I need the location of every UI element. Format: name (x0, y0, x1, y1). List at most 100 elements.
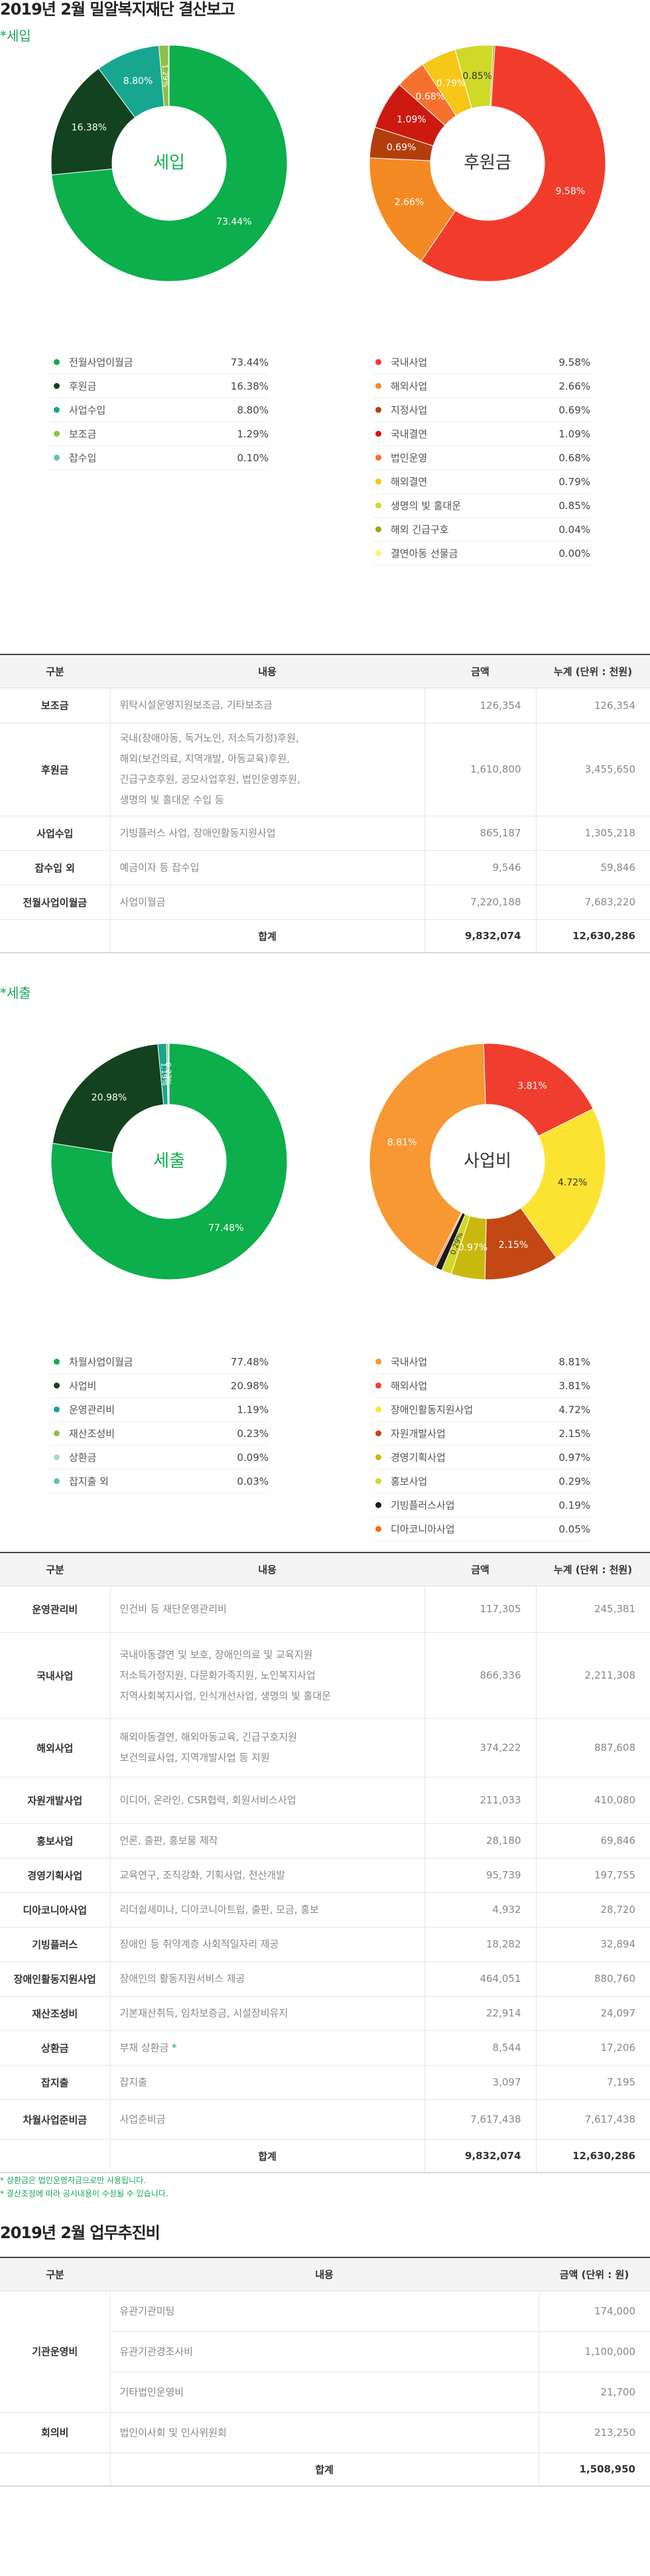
income-sub-legend-item: 생명의 빛 홀대운 0.85% (371, 494, 590, 518)
expense-content-line: 저소득가정지원, 다문화가족지원, 노인복지사업 (119, 1669, 316, 1681)
table-row: 해외사업 해외아동결연, 해외아동교육, 긴급구호지원 보건의료사업, 지역개발사업… (0, 1718, 650, 1778)
income-sub-legend-swatch (375, 550, 381, 556)
income-amount-cell: 126,354 (424, 688, 537, 723)
expense-main-legend-value: 77.48% (230, 1355, 269, 1368)
income-amount-cell: 1,610,800 (424, 723, 537, 816)
income-sub-legend-swatch (375, 431, 381, 437)
expense-sub-legend-item: 기빙플러스사업 0.19% (371, 1493, 590, 1517)
table-row: 기타법인운영비 21,700 (0, 2372, 650, 2413)
expense-sub-slice-1 (483, 1043, 594, 1137)
expense-cumulative-cell: 28,720 (536, 1892, 650, 1928)
expense-notes: * 상환금은 법인운영자금으로만 사용됩니다. * 결산조정에 따라 공시내용이… (0, 2174, 168, 2200)
expense-content-line: 국내아동결연 및 보호, 장애인의료 및 교육지원 (119, 1648, 313, 1661)
expense-sub-legend-label: 해외사업 (391, 1380, 428, 1392)
expense-sub-legend-value: 2.15% (558, 1427, 590, 1440)
expense-cumulative-cell: 24,097 (536, 1996, 650, 2031)
expense-content-line: 언론, 출판, 홍보물 제작 (119, 1834, 218, 1847)
income-sub-legend-item: 해외 긴급구호 0.04% (371, 518, 590, 542)
expense-cumulative-cell: 32,894 (536, 1927, 650, 1962)
income-sub-legend-item: 해외사업 2.66% (371, 374, 590, 398)
expense-sub-legend-item: 자원개발사업 2.15% (371, 1422, 590, 1446)
expense-sub-slice-label-0: 8.81% (387, 1137, 417, 1148)
note-adjustment: * 결산조정에 따라 공시내용이 수정될 수 있습니다. (0, 2189, 168, 2198)
expense-sub-slice-label-3: 2.15% (499, 1240, 528, 1250)
income-cumulative-cell: 7,683,220 (536, 885, 650, 920)
expense-main-legend-item: 운영관리비 1.19% (50, 1398, 269, 1422)
expense-sub-legend-item: 해외사업 3.81% (371, 1374, 590, 1398)
expense-amount-cell: 22,914 (424, 1996, 537, 2031)
income-sub-slice-label-6: 0.85% (463, 71, 492, 82)
income-sub-legend-swatch (375, 407, 381, 413)
income-sub-legend: 국내사업 9.58% 해외사업 2.66% 지정사업 0.69% 국내결연 1.09% 법인운영… (371, 350, 590, 566)
expense-sub-legend-swatch (375, 1502, 381, 1508)
expense-sub-legend-item: 장애인활동지원사업 4.72% (371, 1398, 590, 1422)
income-table-header-category: 구분 (0, 654, 110, 688)
table-row: 사업수입 기빙플러스 사업, 장애인활동지원사업 865,187 1,305,218 (0, 816, 650, 851)
operations-total-label: 합계 (110, 2453, 539, 2486)
income-content-cell: 국내(장애아동, 독거노인, 저소득가정)후원, 해외(보건의료, 지역개발, 아… (110, 723, 425, 816)
expense-sub-legend-swatch (375, 1478, 381, 1484)
operations-title: 2019년 2월 업무추진비 (0, 2224, 161, 2242)
income-sub-legend-item: 지정사업 0.69% (371, 398, 590, 422)
table-row: 전월사업이월금 사업이월금 7,220,188 7,683,220 (0, 885, 650, 920)
expense-main-legend-label: 잡지출 외 (69, 1476, 109, 1487)
income-sub-legend-label: 생명의 빛 홀대운 (391, 500, 462, 512)
income-main-slice-4 (168, 44, 170, 107)
expense-sub-donut: 8.81% 3.81% 4.72% 2.15% 0.97% 0.29% 사업비 (368, 1042, 607, 1281)
income-main-legend-swatch (54, 407, 60, 413)
expense-content-line: 부채 상환금 * (119, 2041, 177, 2054)
expense-main-slice-1 (52, 1043, 164, 1154)
income-total-amount: 9,832,074 (424, 919, 537, 953)
table-row: 국내사업 국내아동결연 및 보호, 장애인의료 및 교육지원 저소득가정지원, 다문… (0, 1632, 650, 1719)
income-sub-legend-value: 2.66% (558, 380, 590, 392)
income-content-line: 생명의 빛 홀대운 수입 등 (119, 794, 224, 806)
income-sub-legend-swatch (375, 526, 381, 532)
income-sub-legend-label: 해외결연 (391, 476, 428, 488)
income-cumulative-cell: 59,846 (536, 850, 650, 885)
expense-cumulative-cell: 2,211,308 (536, 1632, 650, 1719)
expense-amount-cell: 18,282 (424, 1927, 537, 1962)
income-sub-slice-1 (369, 157, 456, 262)
expense-total-cumulative: 12,630,286 (536, 2139, 650, 2173)
operations-table-header-category: 구분 (0, 2257, 110, 2291)
income-sub-legend-item: 결연아동 선물금 0.00% (371, 542, 590, 566)
expense-category-cell: 해외사업 (0, 1718, 111, 1778)
income-main-legend-item: 잡수입 0.10% (50, 446, 269, 470)
expense-sub-legend: 국내사업 8.81% 해외사업 3.81% 장애인활동지원사업 4.72% 자원개발사업 2.… (371, 1350, 590, 1541)
income-main-slice-label-1: 16.38% (72, 123, 107, 133)
expense-category-cell: 디아코니아사업 (0, 1892, 111, 1928)
expense-main-legend-item: 사업비 20.98% (50, 1374, 269, 1398)
expense-sub-legend-value: 3.81% (558, 1379, 590, 1392)
expense-sub-slice-7 (433, 1211, 463, 1268)
expense-sub-legend-label: 장애인활동지원사업 (391, 1404, 474, 1416)
expense-cumulative-cell: 197,755 (536, 1858, 650, 1893)
footnote-marker: * (172, 2041, 177, 2054)
income-main-legend-swatch (54, 383, 60, 389)
expense-category-cell: 재산조성비 (0, 1996, 111, 2031)
table-row: 보조금 위탁시설운영지원보조금, 기타보조금 126,354 126,354 (0, 688, 650, 723)
expense-content-line: 기본재산취득, 임차보증금, 시설장비유지 (119, 2007, 289, 2019)
expense-sub-slice-2 (520, 1108, 606, 1258)
operations-content-cell: 기타법인운영비 (110, 2372, 539, 2413)
expense-cumulative-cell: 880,760 (536, 1961, 650, 1997)
expense-main-donut-svg: 77.48%20.98%1.19%0.23%세출 (50, 1043, 288, 1280)
table-row: 기빙플러스 장애인 등 취약계층 사회적일자리 제공 18,282 32,894 (0, 1927, 650, 1962)
expense-total-label: 합계 (110, 2139, 425, 2173)
expense-sub-legend-swatch (375, 1454, 381, 1460)
operations-table: 구분 내용 금액 (단위 : 원) 기관운영비 유관기관미팅 174,000 유관기관… (0, 2257, 650, 2486)
expense-table: 구분 내용 금액 누계 (단위 : 천원) 운영관리비 인건비 등 재단운영관리비… (0, 1552, 650, 2173)
table-row: 운영관리비 인건비 등 재단운영관리비 117,305 245,381 (0, 1586, 650, 1633)
expense-sub-legend-value: 0.29% (558, 1475, 590, 1487)
operations-content-cell: 유관기관경조사비 (110, 2331, 539, 2372)
expense-main-legend-swatch (54, 1406, 60, 1412)
expense-category-cell: 경영기획사업 (0, 1858, 111, 1893)
note-repayment: * 상환금은 법인운영자금으로만 사용됩니다. (0, 2176, 146, 2185)
expense-sub-legend-value: 0.97% (558, 1451, 590, 1464)
expense-sub-legend-label: 기빙플러스사업 (391, 1499, 455, 1511)
operations-content-cell: 유관기관미팅 (110, 2291, 539, 2332)
income-main-legend-item: 전월사업이월금 73.44% (50, 350, 269, 374)
expense-sub-slice-label-4: 0.97% (458, 1243, 487, 1253)
expense-cumulative-cell: 245,381 (536, 1586, 650, 1633)
expense-cumulative-cell: 69,846 (536, 1823, 650, 1858)
